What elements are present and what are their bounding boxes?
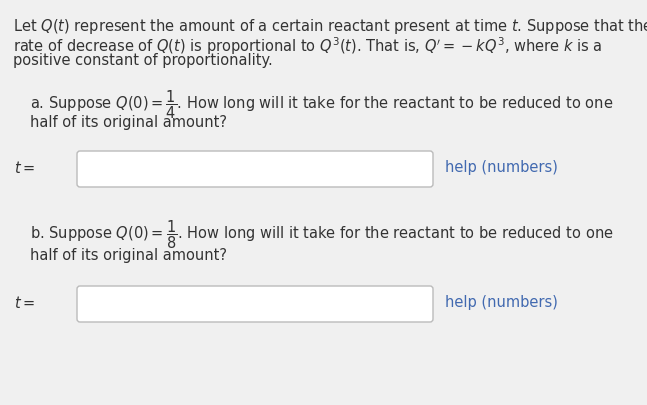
Text: positive constant of proportionality.: positive constant of proportionality.	[13, 53, 273, 68]
Text: half of its original amount?: half of its original amount?	[30, 247, 227, 262]
Text: a. Suppose $Q(0) = \dfrac{1}{4}$. How long will it take for the reactant to be r: a. Suppose $Q(0) = \dfrac{1}{4}$. How lo…	[30, 88, 613, 120]
Text: help (numbers): help (numbers)	[445, 295, 558, 310]
Text: $t =$: $t =$	[14, 160, 35, 175]
Text: Let $Q(t)$ represent the amount of a certain reactant present at time $t$. Suppo: Let $Q(t)$ represent the amount of a cer…	[13, 17, 647, 36]
Text: $t =$: $t =$	[14, 294, 35, 310]
FancyBboxPatch shape	[77, 151, 433, 188]
Text: b. Suppose $Q(0) = \dfrac{1}{8}$. How long will it take for the reactant to be r: b. Suppose $Q(0) = \dfrac{1}{8}$. How lo…	[30, 217, 614, 250]
Text: help (numbers): help (numbers)	[445, 160, 558, 175]
Text: rate of decrease of $Q(t)$ is proportional to $Q^3(t)$. That is, $Q' = -kQ^3$, w: rate of decrease of $Q(t)$ is proportion…	[13, 35, 602, 57]
Text: half of its original amount?: half of its original amount?	[30, 115, 227, 130]
FancyBboxPatch shape	[77, 286, 433, 322]
